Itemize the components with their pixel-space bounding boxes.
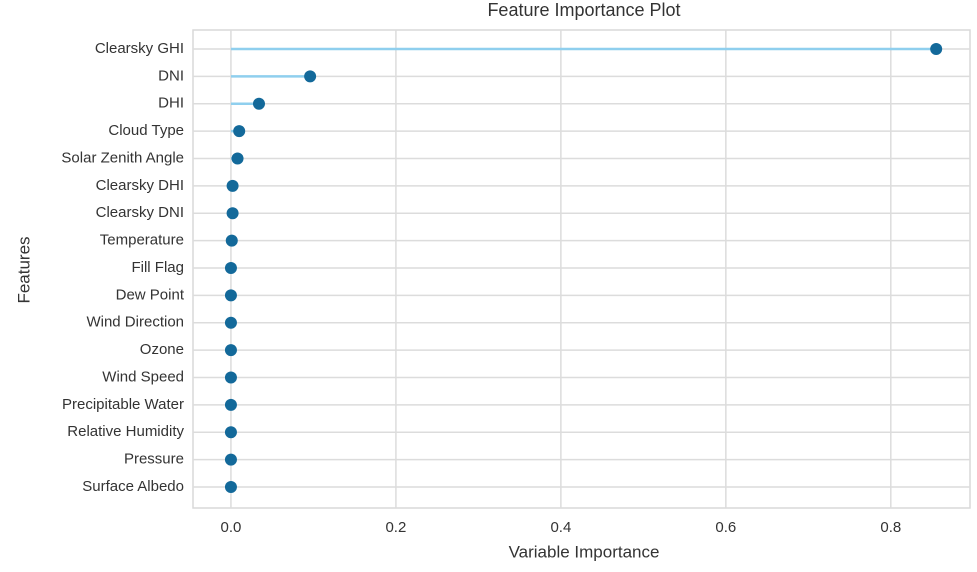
y-tick-label: Clearsky GHI <box>95 40 184 57</box>
y-tick-label: Cloud Type <box>108 122 184 139</box>
y-tick-label: DHI <box>158 95 184 112</box>
y-tick-label: Ozone <box>140 341 184 358</box>
lollipop-marker <box>224 398 237 411</box>
lollipop-marker <box>231 152 244 165</box>
x-tick-label: 0.8 <box>880 519 901 536</box>
y-tick-label: Precipitable Water <box>62 396 184 413</box>
y-tick-label: Clearsky DHI <box>96 177 184 194</box>
plot-area <box>192 29 971 509</box>
x-tick-label: 0.4 <box>550 519 571 536</box>
lollipop-marker <box>224 453 237 466</box>
y-tick-label: Temperature <box>100 232 184 249</box>
y-tick-label: Relative Humidity <box>67 423 184 440</box>
y-tick-label: Fill Flag <box>131 259 184 276</box>
lollipop-marker <box>224 371 237 384</box>
y-tick-label: Wind Speed <box>102 368 184 385</box>
chart-title: Feature Importance Plot <box>487 0 680 20</box>
y-tick-label: Dew Point <box>116 286 185 303</box>
x-tick-label: 0.0 <box>221 519 242 536</box>
y-axis-label: Features <box>14 236 33 303</box>
lollipop-marker <box>233 125 246 138</box>
lollipop-marker <box>224 426 237 439</box>
lollipop-marker <box>224 262 237 274</box>
x-axis-label: Variable Importance <box>509 542 660 561</box>
y-tick-label: Surface Albedo <box>82 478 184 495</box>
y-tick-label: Solar Zenith Angle <box>61 149 184 166</box>
y-tick-label: DNI <box>158 67 184 84</box>
lollipop-marker <box>225 234 238 247</box>
y-tick-label: Pressure <box>124 451 184 468</box>
lollipop-marker <box>224 344 237 357</box>
lollipop-marker <box>224 289 237 302</box>
x-tick-label: 0.6 <box>715 519 736 536</box>
lollipop-marker <box>224 316 237 329</box>
x-tick-label: 0.2 <box>385 519 406 536</box>
lollipop-marker <box>224 481 237 493</box>
lollipop-marker <box>226 207 239 220</box>
lollipop-marker <box>930 43 943 55</box>
y-tick-label: Wind Direction <box>86 314 184 331</box>
lollipop-marker <box>252 97 265 110</box>
y-tick-label: Clearsky DNI <box>96 204 184 221</box>
lollipop-marker <box>226 179 239 192</box>
lollipop-marker <box>304 70 317 83</box>
